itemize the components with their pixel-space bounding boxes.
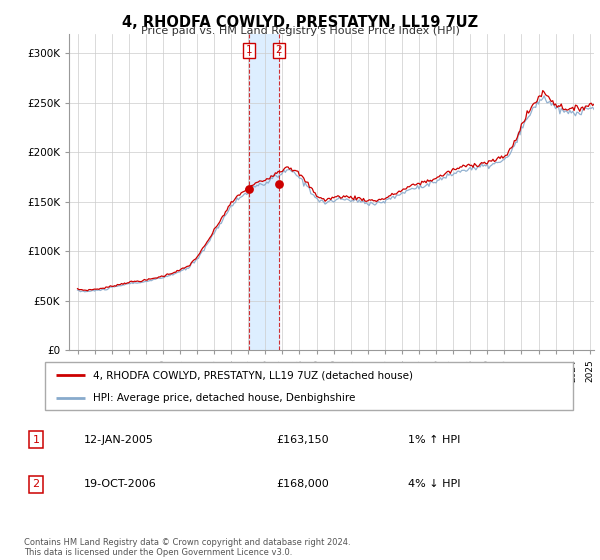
Text: 4, RHODFA COWLYD, PRESTATYN, LL19 7UZ (detached house): 4, RHODFA COWLYD, PRESTATYN, LL19 7UZ (d… xyxy=(92,370,413,380)
Point xyxy=(244,184,254,193)
Bar xyxy=(249,34,279,350)
Point xyxy=(274,179,284,188)
Text: 4, RHODFA COWLYD, PRESTATYN, LL19 7UZ: 4, RHODFA COWLYD, PRESTATYN, LL19 7UZ xyxy=(122,15,478,30)
Text: HPI: Average price, detached house, Denbighshire: HPI: Average price, detached house, Denb… xyxy=(92,393,355,403)
Text: 1% ↑ HPI: 1% ↑ HPI xyxy=(408,435,460,445)
Text: Price paid vs. HM Land Registry's House Price Index (HPI): Price paid vs. HM Land Registry's House … xyxy=(140,26,460,36)
Text: 2: 2 xyxy=(32,479,40,489)
FancyBboxPatch shape xyxy=(45,362,573,410)
Text: 1: 1 xyxy=(245,45,252,55)
Text: £163,150: £163,150 xyxy=(276,435,329,445)
Text: 19-OCT-2006: 19-OCT-2006 xyxy=(84,479,157,489)
Text: 4% ↓ HPI: 4% ↓ HPI xyxy=(408,479,461,489)
Text: 12-JAN-2005: 12-JAN-2005 xyxy=(84,435,154,445)
Text: £168,000: £168,000 xyxy=(276,479,329,489)
Text: 2: 2 xyxy=(275,45,283,55)
Text: 1: 1 xyxy=(32,435,40,445)
Text: Contains HM Land Registry data © Crown copyright and database right 2024.
This d: Contains HM Land Registry data © Crown c… xyxy=(24,538,350,557)
